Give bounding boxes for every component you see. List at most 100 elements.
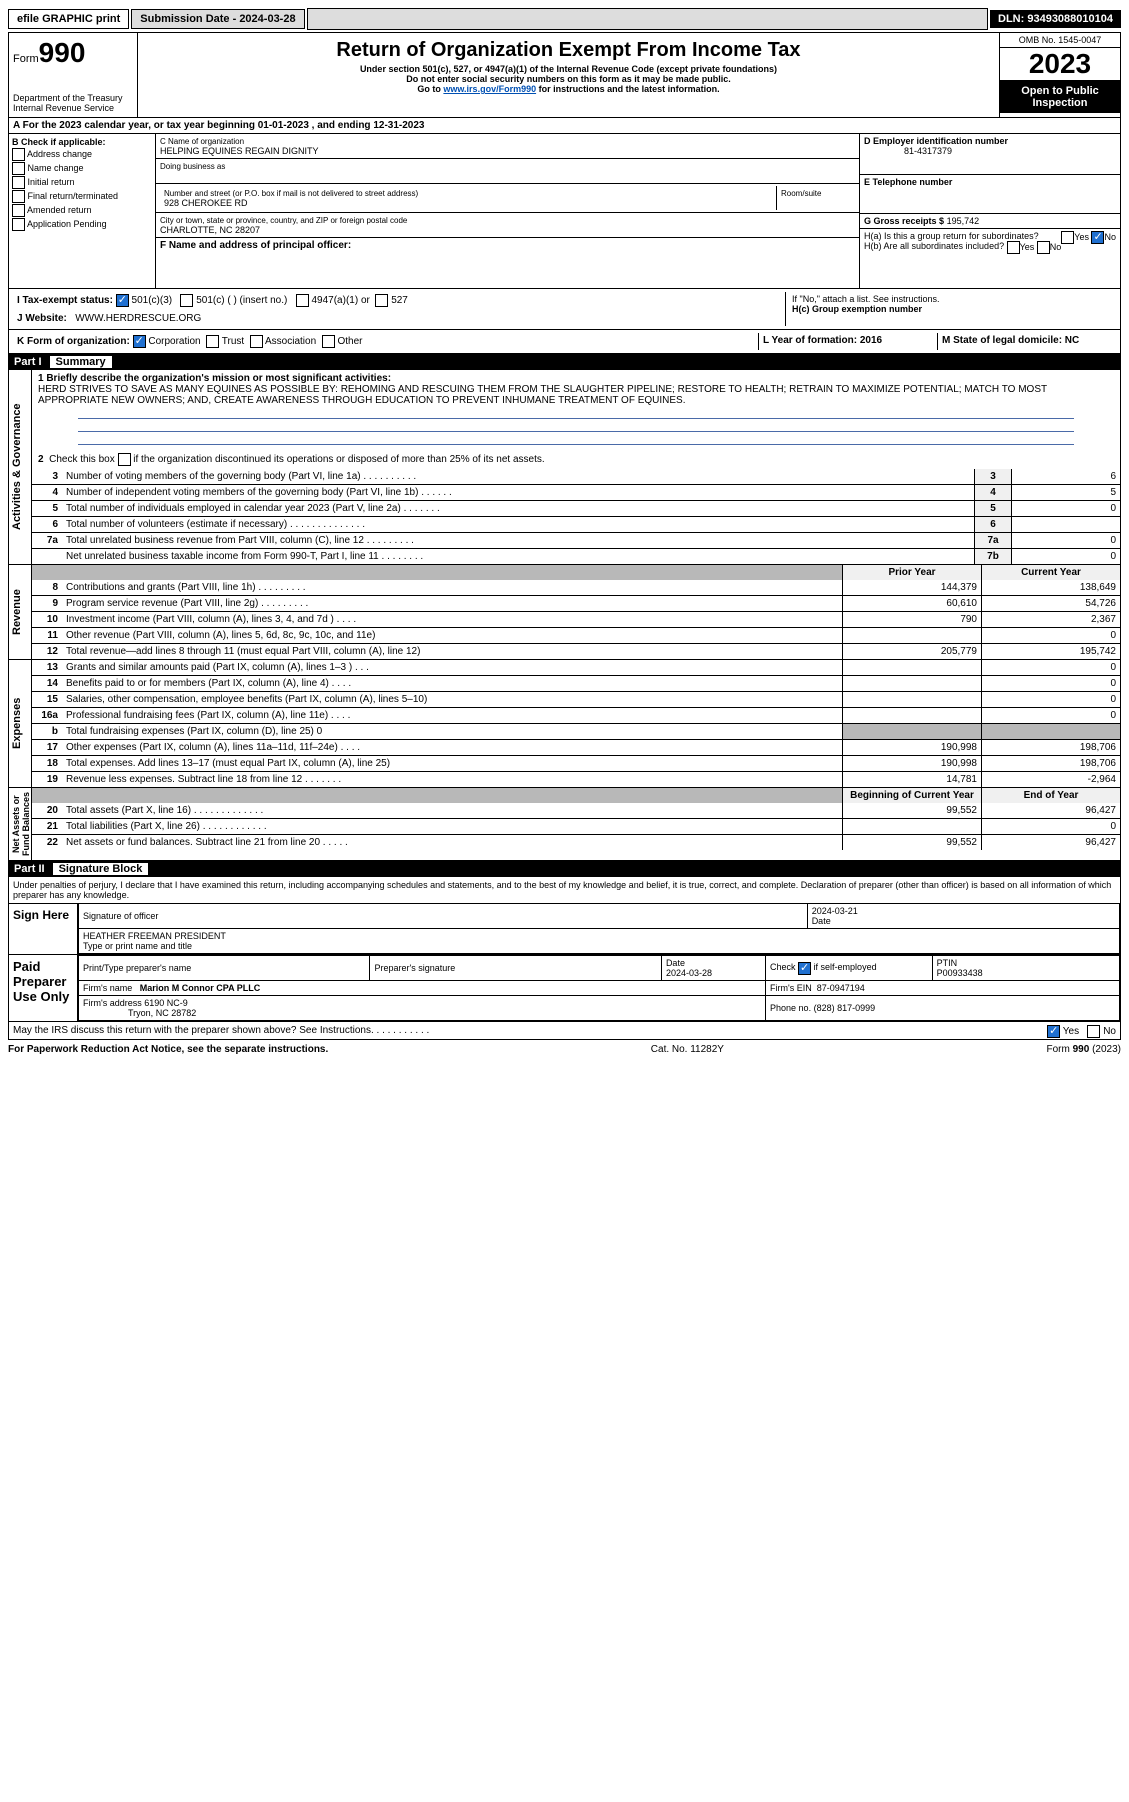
topbar-spacer — [307, 8, 988, 30]
firm-city: Tryon, NC 28782 — [128, 1008, 196, 1018]
firm-ein: 87-0947194 — [817, 983, 865, 993]
subtitle-2: Do not enter social security numbers on … — [142, 74, 995, 84]
ha-yes[interactable] — [1061, 231, 1074, 244]
ptin: P00933438 — [937, 968, 983, 978]
expenses-section: Expenses 13Grants and similar amounts pa… — [8, 660, 1121, 788]
amended-return-checkbox[interactable] — [12, 204, 25, 217]
officer-label: F Name and address of principal officer: — [160, 240, 351, 251]
preparer-sig-label: Preparer's signature — [370, 956, 661, 981]
open-inspection: Open to Public Inspection — [1000, 81, 1120, 113]
preparer-name-label: Print/Type preparer's name — [79, 956, 370, 981]
paperwork-notice: For Paperwork Reduction Act Notice, see … — [8, 1044, 328, 1055]
subtitle-1: Under section 501(c), 527, or 4947(a)(1)… — [142, 64, 995, 74]
entity-block: B Check if applicable: Address change Na… — [8, 134, 1121, 289]
dln: DLN: 93493088010104 — [990, 10, 1121, 28]
other-checkbox[interactable] — [322, 335, 335, 348]
year-formation: L Year of formation: 2016 — [763, 335, 882, 346]
room-label: Room/suite — [781, 189, 821, 198]
sig-officer-label: Signature of officer — [83, 911, 158, 921]
officer-name: HEATHER FREEMAN PRESIDENT — [83, 931, 226, 941]
4947-checkbox[interactable] — [296, 294, 309, 307]
irs-link[interactable]: www.irs.gov/Form990 — [443, 84, 536, 94]
hb-no[interactable] — [1037, 241, 1050, 254]
irs-label: Internal Revenue Service — [13, 103, 133, 113]
ha-no[interactable] — [1091, 231, 1104, 244]
501c3-checkbox[interactable] — [116, 294, 129, 307]
part2-header: Part IISignature Block — [8, 861, 1121, 877]
gross-value: 195,742 — [947, 216, 980, 226]
city-label: City or town, state or province, country… — [160, 216, 407, 225]
website-value: WWW.HERDRESCUE.ORG — [75, 313, 201, 324]
discontinued-checkbox[interactable] — [118, 453, 131, 466]
initial-return-checkbox[interactable] — [12, 176, 25, 189]
netassets-label: Net Assets orFund Balances — [9, 788, 32, 860]
governance-label: Activities & Governance — [9, 370, 32, 564]
paid-preparer-label: Paid Preparer Use Only — [9, 955, 78, 1021]
org-name: HELPING EQUINES REGAIN DIGNITY — [160, 146, 319, 156]
expenses-label: Expenses — [9, 660, 32, 787]
form-foot: Form 990 (2023) — [1047, 1044, 1121, 1055]
name-change-checkbox[interactable] — [12, 162, 25, 175]
trust-checkbox[interactable] — [206, 335, 219, 348]
discuss-yes[interactable] — [1047, 1025, 1060, 1038]
hb-yes[interactable] — [1007, 241, 1020, 254]
form-prefix: Form — [13, 53, 39, 65]
col-b-checkboxes: B Check if applicable: Address change Na… — [9, 134, 156, 288]
527-checkbox[interactable] — [375, 294, 388, 307]
address-change-checkbox[interactable] — [12, 148, 25, 161]
paid-preparer-block: Paid Preparer Use Only Print/Type prepar… — [8, 955, 1121, 1022]
application-pending-checkbox[interactable] — [12, 218, 25, 231]
netassets-table: Beginning of Current YearEnd of Year 20T… — [32, 788, 1120, 850]
governance-table: 3Number of voting members of the governi… — [32, 469, 1120, 564]
firm-addr: 6190 NC-9 — [144, 998, 188, 1008]
tel-label: E Telephone number — [864, 177, 952, 187]
row-k: K Form of organization: Corporation Trus… — [8, 330, 1121, 354]
assoc-checkbox[interactable] — [250, 335, 263, 348]
submission-date: Submission Date - 2024-03-28 — [131, 9, 304, 29]
form-title: Return of Organization Exempt From Incom… — [142, 39, 995, 62]
form-header: Form990 Department of the Treasury Inter… — [8, 32, 1121, 118]
part1-header: Part ISummary — [8, 354, 1121, 370]
omb-number: OMB No. 1545-0047 — [1000, 33, 1120, 48]
501c-checkbox[interactable] — [180, 294, 193, 307]
firm-phone: (828) 817-0999 — [814, 1003, 876, 1013]
revenue-table: Prior YearCurrent Year 8Contributions an… — [32, 565, 1120, 659]
footer: For Paperwork Reduction Act Notice, see … — [8, 1040, 1121, 1055]
org-address: 928 CHEROKEE RD — [164, 198, 248, 208]
org-name-label: C Name of organization — [160, 137, 244, 146]
revenue-section: Revenue Prior YearCurrent Year 8Contribu… — [8, 565, 1121, 660]
sign-here-label: Sign Here — [9, 904, 78, 954]
governance-section: Activities & Governance 1 Briefly descri… — [8, 370, 1121, 565]
h-a: H(a) Is this a group return for subordin… — [864, 231, 1116, 241]
discuss-no[interactable] — [1087, 1025, 1100, 1038]
self-employed-checkbox[interactable] — [798, 962, 811, 975]
form-number: 990 — [39, 37, 86, 68]
hc-label: H(c) Group exemption number — [792, 304, 922, 314]
mission-text: HERD STRIVES TO SAVE AS MANY EQUINES AS … — [38, 384, 1047, 406]
subtitle-3: Go to www.irs.gov/Form990 for instructio… — [142, 84, 995, 94]
website-label: J Website: — [17, 313, 67, 324]
line2-text: Check this box if the organization disco… — [49, 454, 545, 465]
dept-treasury: Department of the Treasury — [13, 93, 133, 103]
ein-value: 81-4317379 — [864, 146, 952, 156]
corp-checkbox[interactable] — [133, 335, 146, 348]
revenue-label: Revenue — [9, 565, 32, 659]
topbar: efile GRAPHIC print Submission Date - 20… — [8, 8, 1121, 30]
tax-exempt-label: I Tax-exempt status: — [17, 295, 113, 306]
tax-year: 2023 — [1000, 48, 1120, 81]
col-b-title: B Check if applicable: — [12, 137, 106, 147]
perjury-text: Under penalties of perjury, I declare th… — [8, 877, 1121, 904]
row-i-j: I Tax-exempt status: 501(c)(3) 501(c) ( … — [8, 289, 1121, 330]
ein-label: D Employer identification number — [864, 136, 1008, 146]
cat-no: Cat. No. 11282Y — [651, 1044, 724, 1055]
sig-date: 2024-03-21 — [812, 906, 858, 916]
state-domicile: M State of legal domicile: NC — [942, 335, 1079, 346]
mission-label: 1 Briefly describe the organization's mi… — [38, 373, 391, 384]
final-return-checkbox[interactable] — [12, 190, 25, 203]
addr-label: Number and street (or P.O. box if mail i… — [164, 189, 418, 198]
self-employed: Check if self-employed — [770, 962, 877, 972]
dba-label: Doing business as — [160, 162, 225, 171]
firm-name: Marion M Connor CPA PLLC — [140, 983, 261, 993]
gross-label: G Gross receipts $ — [864, 216, 944, 226]
efile-btn[interactable]: efile GRAPHIC print — [8, 9, 129, 29]
